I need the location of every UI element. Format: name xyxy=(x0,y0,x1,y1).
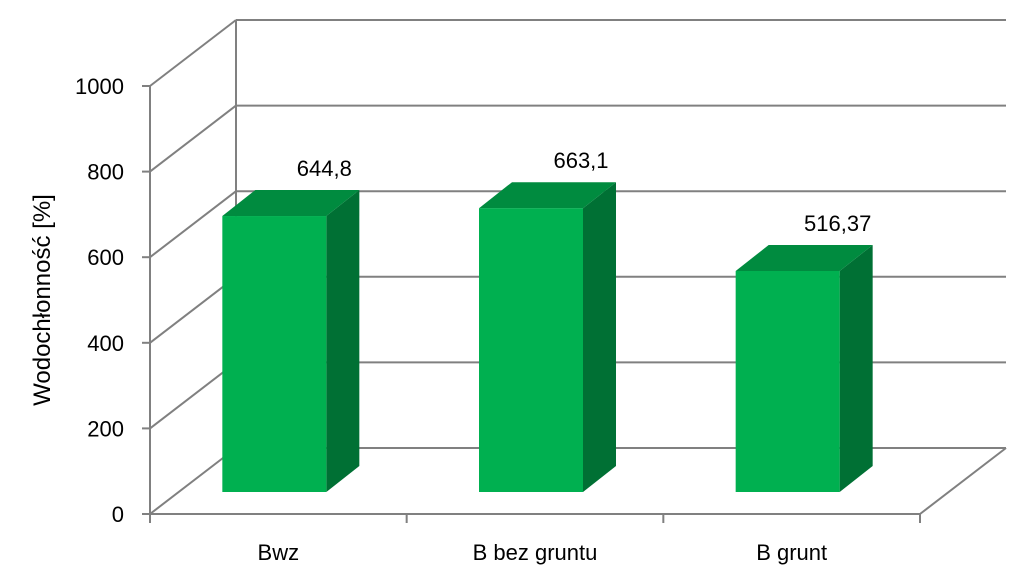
bar-top xyxy=(735,244,873,271)
floor-edge xyxy=(919,447,1007,515)
bars-layer xyxy=(222,182,873,492)
y-tick-label: 0 xyxy=(112,502,124,527)
bar-top xyxy=(222,190,360,217)
data-label: 644,8 xyxy=(297,156,352,181)
bar-front xyxy=(735,270,840,492)
axis-layer: 0 200 400 600 800 1000 xyxy=(75,74,921,527)
bar xyxy=(735,244,873,492)
x-category-label: B bez gruntu xyxy=(473,540,598,565)
gridline-wall xyxy=(149,190,237,258)
labels-layer: 644,8 Bwz 663,1 B bez gruntu 516,37 B grunt xyxy=(258,148,872,565)
y-tick-label: 200 xyxy=(87,416,124,441)
data-label: 516,37 xyxy=(804,211,871,236)
gridline-wall xyxy=(149,447,237,515)
y-tick-label: 600 xyxy=(87,245,124,270)
bar-side xyxy=(583,182,616,492)
x-category-label: B grunt xyxy=(756,540,827,565)
y-tick-label: 400 xyxy=(87,331,124,356)
gridline-wall xyxy=(149,19,237,87)
gridline-wall xyxy=(149,361,237,430)
bar xyxy=(479,182,616,492)
bar xyxy=(222,190,360,492)
gridline-wall xyxy=(149,104,237,173)
x-category-label: Bwz xyxy=(258,540,300,565)
y-tick-label: 800 xyxy=(87,160,124,185)
bar-side xyxy=(326,190,360,492)
y-tick-label: 1000 xyxy=(75,74,124,99)
gridline-wall xyxy=(149,276,237,344)
bar-side xyxy=(839,244,873,492)
data-label: 663,1 xyxy=(553,148,608,173)
y-axis-title: Wodochłonność [%] xyxy=(29,194,56,406)
bar-top xyxy=(479,182,616,209)
bar-front xyxy=(222,216,327,492)
bar-front xyxy=(479,208,583,492)
